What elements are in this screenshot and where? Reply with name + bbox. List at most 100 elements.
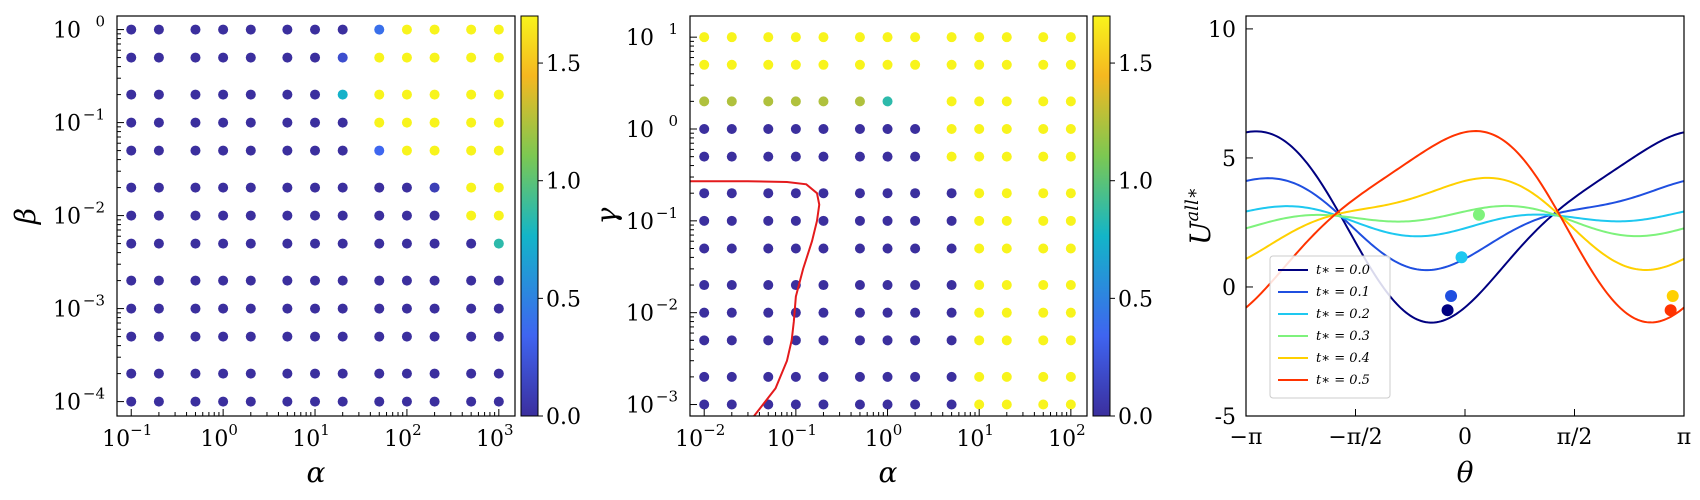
- scatter-point: [190, 238, 201, 249]
- scatter-point: [1065, 243, 1076, 254]
- x-tick-label: 100: [865, 421, 903, 452]
- scatter-point: [699, 188, 710, 199]
- scatter-point: [310, 89, 321, 100]
- scatter-point: [1038, 96, 1049, 107]
- scatter-point: [401, 145, 412, 156]
- scatter-point: [763, 280, 774, 291]
- colorbar-tick-label: 0.0: [1118, 405, 1153, 430]
- scatter-point: [429, 145, 440, 156]
- scatter-point: [910, 32, 921, 43]
- scatter-point: [763, 96, 774, 107]
- scatter-point: [699, 243, 710, 254]
- scatter-point: [245, 210, 256, 221]
- scatter-point: [854, 32, 865, 43]
- y-tick-label: 10 −1: [626, 204, 678, 235]
- scatter-point: [726, 96, 737, 107]
- scatter-point: [466, 303, 477, 314]
- scatter-point: [1001, 124, 1012, 135]
- scatter-point: [854, 243, 865, 254]
- x-tick-label: 101: [956, 421, 994, 452]
- scatter-point: [245, 52, 256, 63]
- scatter-point: [854, 124, 865, 135]
- minimum-marker: [1472, 208, 1485, 221]
- y-tick-label: 10 −3: [53, 292, 105, 323]
- scatter-point: [190, 396, 201, 407]
- scatter-point: [310, 396, 321, 407]
- x-tick-label: π/2: [1557, 425, 1593, 450]
- legend-entry: t∗ = 0.0: [1316, 263, 1370, 278]
- scatter-point: [699, 399, 710, 410]
- potential-legend: t∗ = 0.0 t∗ = 0.1 t∗ = 0.2 t∗ = 0.3 t∗ = 0.4…: [1269, 255, 1391, 399]
- scatter-point: [466, 275, 477, 286]
- x-tick-label: −π/2: [1328, 425, 1382, 450]
- y-tick-label: 10 −4: [53, 385, 105, 416]
- scatter-point: [946, 151, 957, 162]
- scatter-point: [153, 368, 164, 379]
- scatter-point: [974, 32, 985, 43]
- alpha-gamma-points: [699, 32, 1076, 410]
- scatter-point: [1065, 151, 1076, 162]
- alpha-beta-colorbar: [520, 15, 539, 417]
- alpha-gamma-x-axis-label: α: [879, 456, 898, 489]
- scatter-point: [818, 335, 829, 346]
- scatter-point: [153, 182, 164, 193]
- alpha-gamma-boundary-curve: [690, 180, 821, 417]
- potential-y-axis-symbol: U: [1184, 220, 1217, 245]
- x-tick-label: −π: [1230, 425, 1263, 450]
- scatter-point: [1065, 32, 1076, 43]
- scatter-point: [401, 24, 412, 35]
- scatter-point: [153, 396, 164, 407]
- scatter-point: [1001, 243, 1012, 254]
- scatter-point: [1001, 215, 1012, 226]
- colorbar-tick-label: 1.5: [1118, 52, 1153, 77]
- scatter-point: [310, 368, 321, 379]
- scatter-point: [726, 335, 737, 346]
- scatter-point: [882, 399, 893, 410]
- scatter-point: [699, 151, 710, 162]
- scatter-point: [790, 188, 801, 199]
- scatter-point: [1065, 280, 1076, 291]
- potential-line: [1246, 176, 1684, 271]
- scatter-point: [401, 89, 412, 100]
- scatter-point: [493, 52, 504, 63]
- scatter-point: [218, 52, 229, 63]
- scatter-point: [974, 243, 985, 254]
- scatter-point: [974, 188, 985, 199]
- scatter-point: [190, 145, 201, 156]
- scatter-point: [466, 52, 477, 63]
- scatter-point: [726, 188, 737, 199]
- scatter-point: [790, 96, 801, 107]
- scatter-point: [882, 96, 893, 107]
- scatter-point: [1038, 307, 1049, 318]
- scatter-point: [374, 145, 385, 156]
- scatter-point: [153, 89, 164, 100]
- scatter-point: [726, 280, 737, 291]
- scatter-point: [374, 24, 385, 35]
- scatter-point: [726, 124, 737, 135]
- scatter-point: [218, 117, 229, 128]
- x-tick-label: 103: [476, 421, 514, 452]
- y-tick-label: 5: [1222, 147, 1236, 172]
- scatter-point: [699, 280, 710, 291]
- scatter-point: [310, 210, 321, 221]
- scatter-point: [493, 210, 504, 221]
- scatter-point: [218, 89, 229, 100]
- scatter-point: [126, 182, 137, 193]
- scatter-point: [910, 151, 921, 162]
- scatter-point: [126, 89, 137, 100]
- scatter-point: [466, 210, 477, 221]
- scatter-point: [429, 182, 440, 193]
- scatter-point: [282, 368, 293, 379]
- y-tick-label: -5: [1215, 405, 1236, 430]
- scatter-point: [374, 182, 385, 193]
- scatter-point: [282, 52, 293, 63]
- scatter-point: [1038, 243, 1049, 254]
- potential-y-axis-label-group: Uall∗: [1182, 187, 1217, 245]
- scatter-point: [374, 331, 385, 342]
- x-tick-label: π: [1677, 425, 1691, 450]
- scatter-point: [190, 331, 201, 342]
- x-tick-label: 102: [1048, 421, 1086, 452]
